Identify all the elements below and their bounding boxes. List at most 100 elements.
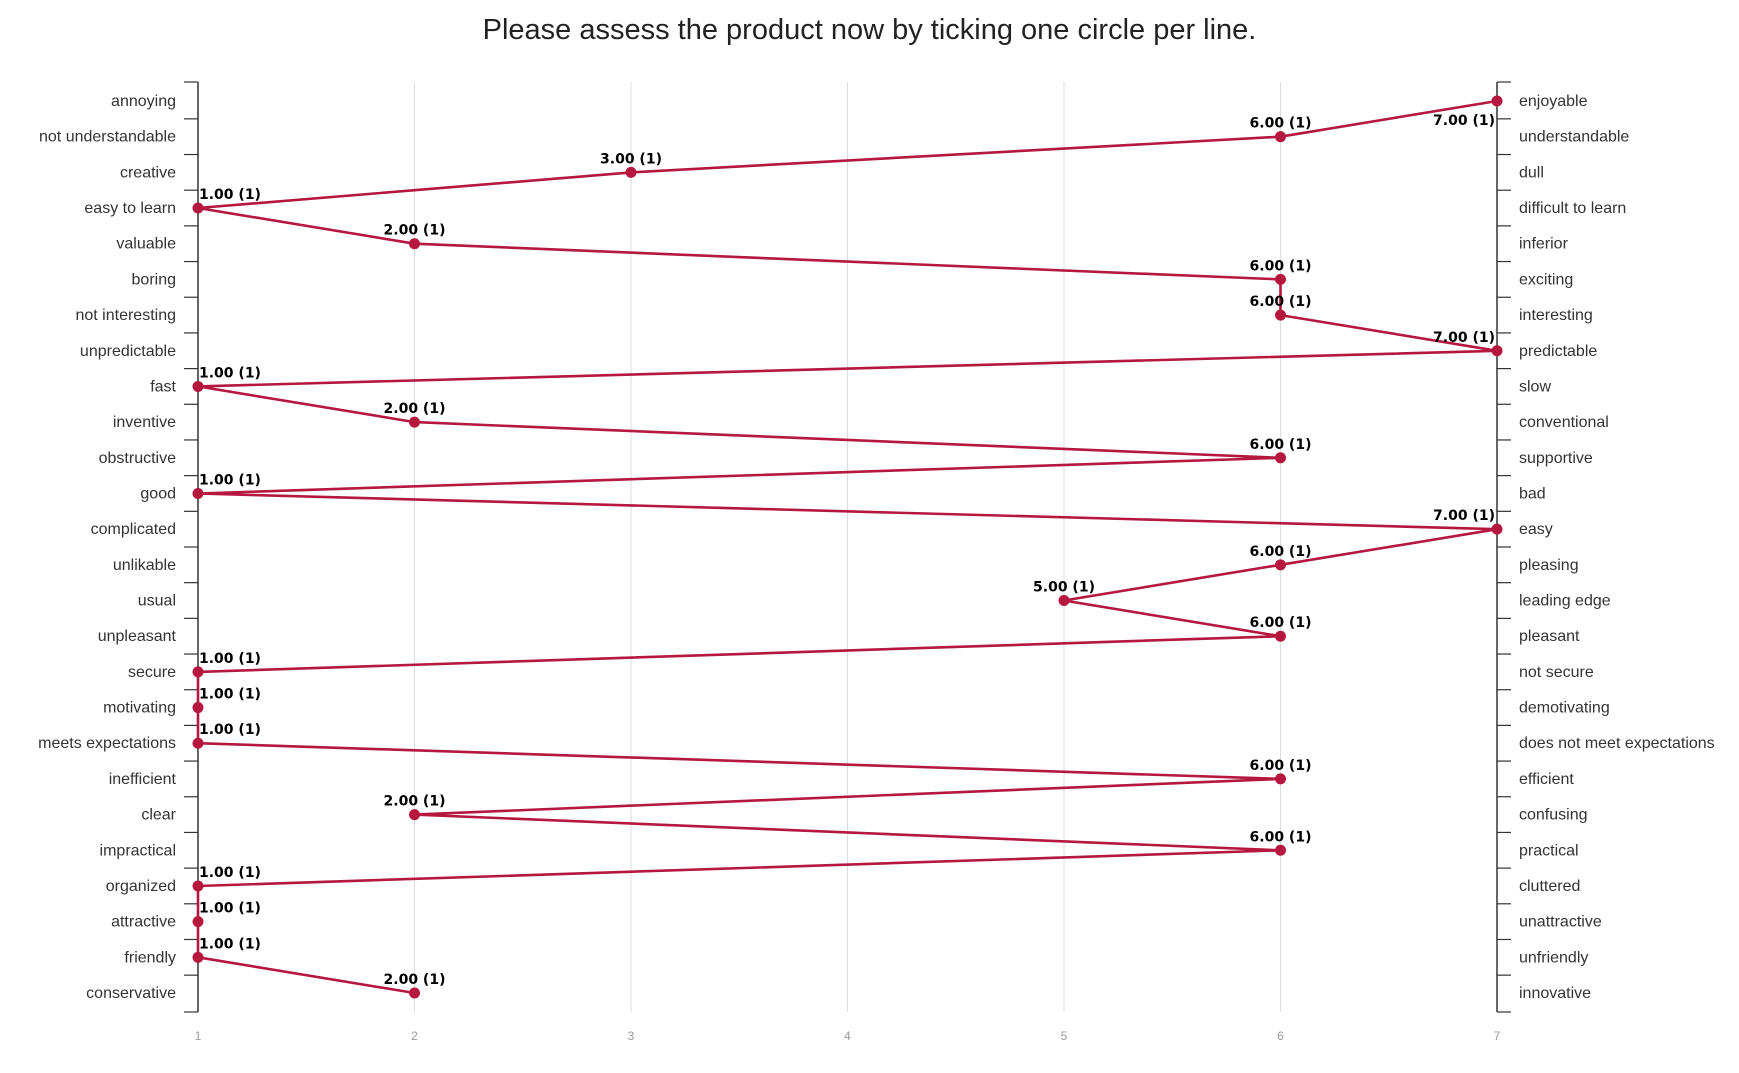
left-category-label: boring [132,271,176,288]
data-label: 1.00 (1) [199,936,261,952]
x-tick-label: 3 [628,1029,635,1043]
right-category-label: innovative [1519,985,1591,1002]
data-point[interactable] [1275,773,1286,785]
left-category-label: clear [141,807,176,824]
data-point[interactable] [1275,559,1286,571]
data-label: 7.00 (1) [1433,113,1495,129]
data-point[interactable] [625,166,637,178]
data-label: 1.00 (1) [199,901,261,917]
right-category-label: easy [1519,521,1553,538]
left-category-label: fast [150,378,176,395]
right-category-label: unattractive [1519,914,1602,931]
data-label: 1.00 (1) [199,651,261,667]
data-label: 6.00 (1) [1250,258,1312,274]
data-point[interactable] [1058,595,1070,607]
right-category-label: efficient [1519,771,1574,788]
data-point[interactable] [1491,345,1503,357]
data-point[interactable] [1275,273,1286,285]
data-point[interactable] [409,416,420,428]
data-point[interactable] [1275,630,1286,642]
x-tick-label: 1 [195,1029,202,1043]
left-category-label: conservative [86,985,176,1002]
right-category-label: slow [1519,378,1551,395]
data-point[interactable] [192,487,204,499]
right-category-label: enjoyable [1519,93,1588,110]
right-category-label: does not meet expectations [1519,735,1715,752]
data-point[interactable] [1491,523,1503,535]
data-point[interactable] [409,987,420,999]
left-category-label: inefficient [109,771,177,788]
x-tick-label: 2 [411,1029,418,1043]
left-category-label: attractive [111,914,176,931]
data-point[interactable] [1275,131,1286,143]
data-label: 2.00 (1) [384,223,446,239]
left-category-label: complicated [91,521,176,538]
data-point[interactable] [192,951,204,963]
data-label: 1.00 (1) [199,687,261,703]
right-category-label: difficult to learn [1519,200,1626,217]
data-label: 2.00 (1) [384,972,446,988]
right-category-label: pleasant [1519,628,1580,645]
data-point[interactable] [1491,95,1503,107]
right-category-label: bad [1519,485,1546,502]
label-layer: 1 2 3 4 5 6 7 annoying enjoyable not understandab… [38,93,1715,1043]
data-point[interactable] [409,238,420,250]
right-category-label: interesting [1519,307,1593,324]
right-category-label: pleasing [1519,557,1579,574]
data-point[interactable] [192,737,204,749]
grid-layer [414,82,1281,1012]
x-tick-label: 7 [1494,1029,1501,1043]
right-category-label: not secure [1519,664,1594,681]
data-label: 1.00 (1) [199,187,261,203]
data-label: 5.00 (1) [1033,580,1095,596]
point-layer [192,95,1503,999]
line-layer [196,99,1499,995]
x-tick-label: 6 [1277,1029,1284,1043]
data-point[interactable] [192,916,204,928]
left-category-label: meets expectations [38,735,176,752]
left-category-label: not understandable [39,129,176,146]
left-category-label: impractical [100,842,176,859]
data-point[interactable] [192,880,204,892]
data-label: 6.00 (1) [1250,758,1312,774]
data-label-layer: 7.00 (1) 6.00 (1) 3.00 (1) 1.00 (1) 2.00 (1)… [199,113,1495,988]
data-point[interactable] [192,702,204,714]
data-label: 6.00 (1) [1250,294,1312,310]
left-category-label: valuable [116,236,176,253]
data-label: 1.00 (1) [199,365,261,381]
right-category-label: demotivating [1519,700,1610,717]
left-category-label: motivating [103,700,176,717]
left-category-label: good [140,485,176,502]
left-category-label: annoying [111,93,176,110]
data-label: 2.00 (1) [384,401,446,417]
data-label: 7.00 (1) [1433,330,1495,346]
left-category-label: easy to learn [84,200,176,217]
chart-title: Please assess the product now by ticking… [482,14,1257,46]
data-label: 1.00 (1) [199,722,261,738]
data-point[interactable] [192,202,204,214]
right-category-label: cluttered [1519,878,1580,895]
data-point[interactable] [192,666,204,678]
data-label: 6.00 (1) [1250,829,1312,845]
right-category-label: exciting [1519,271,1573,288]
data-point[interactable] [1275,844,1286,856]
left-category-label: usual [138,593,176,610]
right-category-label: dull [1519,164,1544,181]
right-category-label: conventional [1519,414,1609,431]
data-point[interactable] [192,380,204,392]
axis-layer [184,81,1511,1013]
left-category-label: not interesting [75,307,176,324]
data-point[interactable] [409,809,420,821]
data-label: 1.00 (1) [199,865,261,881]
right-category-label: supportive [1519,450,1593,467]
data-point[interactable] [1275,309,1286,321]
data-label: 3.00 (1) [600,151,662,167]
right-category-label: predictable [1519,343,1597,360]
left-category-label: unpredictable [80,343,176,360]
left-category-label: secure [128,664,176,681]
left-category-label: unlikable [113,557,176,574]
data-point[interactable] [1275,452,1286,464]
right-category-label: unfriendly [1519,949,1588,966]
data-label: 7.00 (1) [1433,508,1495,524]
